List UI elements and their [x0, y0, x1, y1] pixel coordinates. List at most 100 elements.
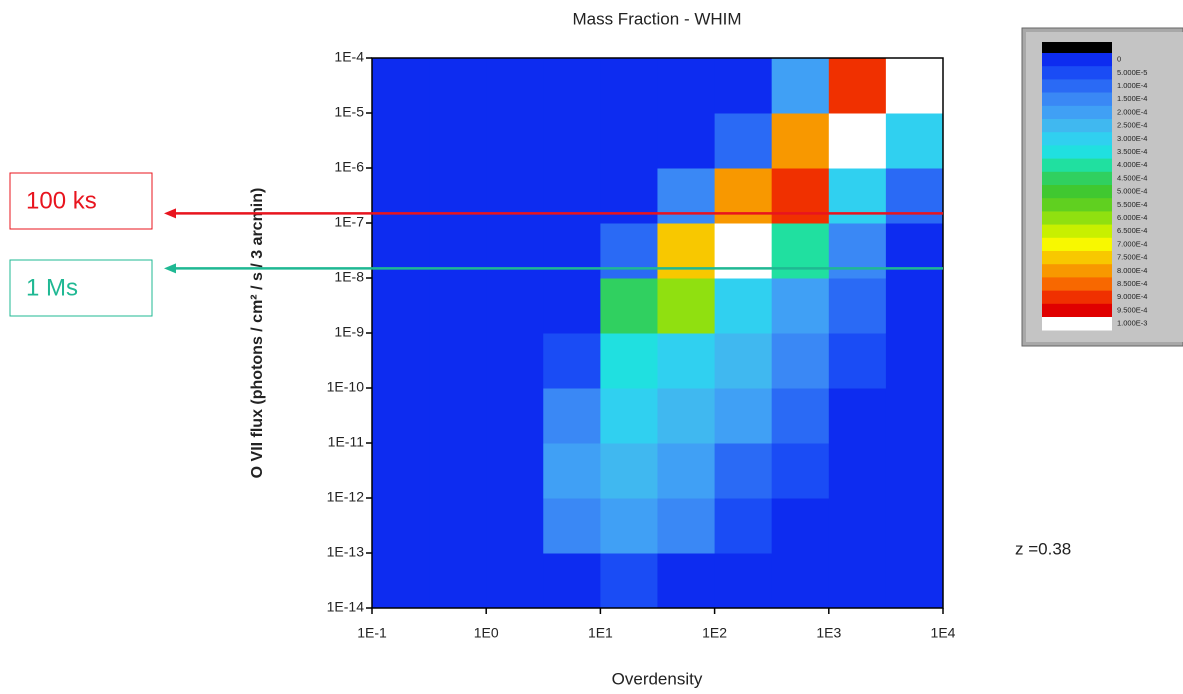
- colorbar-swatch: [1042, 251, 1112, 265]
- colorbar-swatch: [1042, 224, 1112, 239]
- colorbar-label: 1.500E-4: [1117, 94, 1147, 103]
- heatmap-cell: [486, 113, 544, 169]
- heatmap-cell: [771, 333, 830, 389]
- heatmap-cell: [657, 113, 716, 169]
- colorbar-label: 7.000E-4: [1117, 239, 1147, 248]
- heatmap-cell: [600, 223, 658, 279]
- heatmap-cell: [714, 443, 773, 499]
- heatmap-cell: [429, 443, 487, 499]
- colorbar-label: 4.500E-4: [1117, 173, 1147, 182]
- colorbar-label: 8.500E-4: [1117, 279, 1147, 288]
- y-tick-label: 1E-6: [334, 159, 364, 175]
- heatmap-cell: [429, 168, 487, 224]
- heatmap-cell: [429, 333, 487, 389]
- heatmap-cell: [828, 278, 887, 334]
- heatmap-cell: [657, 443, 716, 499]
- heatmap-cell: [429, 278, 487, 334]
- colorbar-swatch: [1042, 145, 1112, 159]
- arrowhead: [164, 263, 176, 274]
- colorbar-swatch: [1042, 66, 1112, 80]
- colorbar-swatch: [1042, 277, 1112, 291]
- heatmap-cell: [828, 113, 887, 169]
- y-axis-label: O VII flux (photons / cm² / s / 3 arcmin…: [249, 188, 266, 479]
- heatmap-cell: [543, 443, 601, 499]
- arrowhead: [164, 208, 176, 219]
- x-tick-label: 1E1: [588, 625, 613, 641]
- colorbar-swatch: [1042, 185, 1112, 199]
- heatmap-cell: [714, 498, 773, 554]
- heatmap-cell: [543, 223, 601, 279]
- heatmap-cell: [429, 58, 487, 114]
- x-tick-label: 1E3: [816, 625, 841, 641]
- heatmap-cell: [828, 58, 887, 114]
- heatmap-cell: [372, 443, 430, 499]
- heatmap-cell: [600, 388, 658, 444]
- heatmap-cell: [600, 278, 658, 334]
- heatmap-cell: [714, 168, 773, 224]
- heatmap-cell: [372, 553, 430, 609]
- heatmap-cell: [429, 113, 487, 169]
- chart-title: Mass Fraction - WHIM: [572, 9, 741, 28]
- x-tick-label: 1E4: [931, 625, 956, 641]
- colorbar-swatch: [1042, 237, 1112, 252]
- heatmap-cell: [771, 168, 830, 224]
- heatmap-cell: [885, 388, 944, 444]
- heatmap-cell: [600, 168, 658, 224]
- heatmap-cell: [657, 333, 716, 389]
- heatmap-cell: [828, 388, 887, 444]
- y-tick-label: 1E-7: [334, 214, 364, 230]
- heatmap-cell: [657, 58, 716, 114]
- colorbar-label: 7.500E-4: [1117, 253, 1147, 262]
- plot-area: [372, 58, 944, 609]
- colorbar-swatch: [1042, 317, 1112, 331]
- heatmap-cell: [771, 388, 830, 444]
- heatmap-cell: [885, 443, 944, 499]
- label-box: [9, 259, 153, 317]
- colorbar-label: 5.000E-4: [1117, 187, 1147, 196]
- colorbar-swatch: [1042, 79, 1112, 93]
- colorbar-swatch: [1042, 119, 1112, 133]
- heatmap-cell: [372, 223, 430, 279]
- heatmap-cell: [714, 553, 773, 609]
- heatmap-cell: [486, 498, 544, 554]
- x-tick-label: 1E-1: [357, 625, 387, 641]
- heatmap-cell: [657, 223, 716, 279]
- heatmap-cell: [543, 168, 601, 224]
- heatmap-cell: [771, 443, 830, 499]
- colorbar-label: 3.500E-4: [1117, 147, 1147, 156]
- heatmap-cell: [714, 113, 773, 169]
- heatmap-cell: [486, 278, 544, 334]
- x-tick-label: 1E2: [702, 625, 727, 641]
- colorbar-label: 1.000E-4: [1117, 81, 1147, 90]
- heatmap-cell: [828, 498, 887, 554]
- heatmap-cell: [486, 223, 544, 279]
- colorbar-swatch: [1042, 132, 1112, 146]
- heatmap-cell: [543, 113, 601, 169]
- colorbar-swatch: [1042, 198, 1112, 212]
- heatmap-cell: [486, 443, 544, 499]
- heatmap-cell: [828, 443, 887, 499]
- colorbar-swatch: [1042, 171, 1112, 186]
- heatmap-cell: [828, 168, 887, 224]
- heatmap-cell: [828, 223, 887, 279]
- heatmap-cell: [657, 388, 716, 444]
- heatmap-cell: [714, 278, 773, 334]
- heatmap-cell: [486, 388, 544, 444]
- heatmap-cell: [714, 388, 773, 444]
- heatmap-cell: [543, 553, 601, 609]
- x-tick-label: 1E0: [474, 625, 499, 641]
- heatmap-cell: [600, 333, 658, 389]
- heatmap-cell: [885, 113, 944, 169]
- colorbar-swatch: [1042, 211, 1112, 225]
- y-tick-label: 1E-9: [334, 324, 364, 340]
- colorbar-swatch: [1042, 92, 1112, 107]
- colorbar-label: 5.000E-5: [1117, 68, 1147, 77]
- heatmap-cell: [429, 498, 487, 554]
- colorbar-label: 9.000E-4: [1117, 292, 1147, 301]
- heatmap-cell: [372, 58, 430, 114]
- heatmap-cell: [885, 498, 944, 554]
- heatmap-cell: [714, 333, 773, 389]
- heatmap-cell: [771, 58, 830, 114]
- heatmap-cell: [486, 553, 544, 609]
